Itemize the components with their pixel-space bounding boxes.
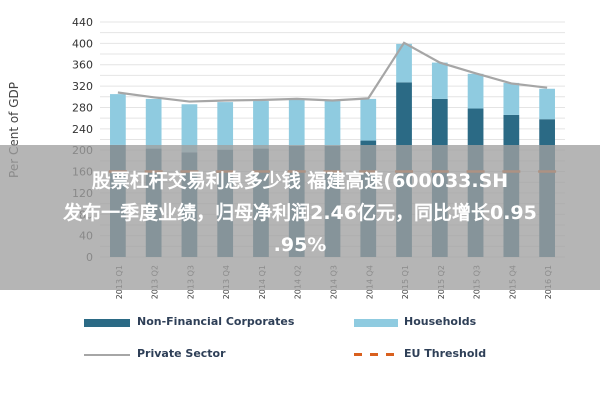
bar-households: [253, 101, 269, 149]
legend-swatch-non-financial: [84, 319, 130, 327]
overlay-headline[interactable]: 股票杠杆交易利息多少钱 福建高速(600033.SH 发布一季度业绩，归母净利润…: [0, 165, 600, 261]
legend-label-eu-threshold: EU Threshold: [404, 347, 487, 360]
legend-label-households: Households: [404, 315, 477, 328]
bar-households: [217, 102, 234, 150]
overlay-line-2: 发布一季度业绩，归母净利润2.46亿元，同比增长0.95: [63, 202, 537, 224]
bar-households: [324, 100, 341, 146]
y-tick-label: 360: [72, 59, 93, 72]
chart-legend: Non-Financial Corporates Households Priv…: [0, 302, 600, 400]
legend-swatch-eu-threshold-2: [370, 353, 378, 356]
bar-households: [539, 88, 555, 120]
y-tick-label: 440: [72, 16, 93, 29]
legend-swatch-eu-threshold: [354, 353, 362, 356]
y-tick-label: 320: [72, 80, 93, 93]
legend-label-private-sector: Private Sector: [137, 347, 226, 360]
bar-households: [467, 73, 484, 109]
legend-swatch-private-sector: [84, 354, 130, 356]
overlay-line-1: 股票杠杆交易利息多少钱 福建高速(600033.SH: [91, 170, 509, 192]
legend-swatch-eu-threshold-3: [386, 353, 394, 356]
y-tick-label: 280: [72, 101, 93, 114]
bar-households: [360, 98, 377, 141]
y-tick-label: 400: [72, 37, 93, 50]
bar-households: [431, 62, 448, 99]
bar-households: [181, 104, 198, 153]
bar-households: [503, 82, 520, 115]
bar-households: [110, 94, 126, 145]
legend-swatch-households: [354, 319, 398, 327]
line-private-sector: [117, 41, 548, 103]
bar-households: [396, 43, 412, 83]
bar-households: [288, 98, 305, 146]
legend-label-non-financial: Non-Financial Corporates: [137, 315, 295, 328]
overlay-line-3: .95%: [273, 234, 327, 256]
bar-households: [145, 98, 162, 149]
y-tick-label: 240: [72, 123, 93, 136]
ad-overlay[interactable]: [0, 145, 600, 290]
